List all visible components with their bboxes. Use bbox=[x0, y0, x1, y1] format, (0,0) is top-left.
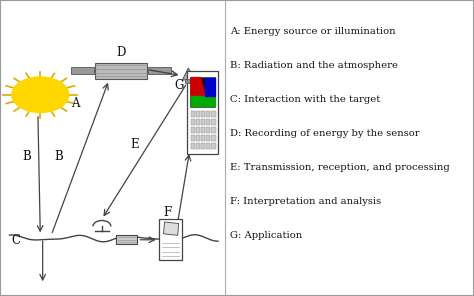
Bar bbox=[191, 127, 195, 133]
Polygon shape bbox=[191, 96, 215, 106]
Bar bbox=[191, 111, 195, 117]
Bar bbox=[201, 119, 205, 125]
Text: G: G bbox=[174, 79, 183, 92]
Bar bbox=[71, 67, 94, 74]
Bar bbox=[196, 111, 200, 117]
Bar bbox=[191, 119, 195, 125]
Text: B: Radiation and the atmosphere: B: Radiation and the atmosphere bbox=[230, 61, 398, 70]
Bar bbox=[211, 143, 216, 149]
Bar bbox=[206, 135, 210, 141]
Bar bbox=[0, 0, 225, 296]
Circle shape bbox=[12, 77, 69, 112]
Text: B: B bbox=[55, 150, 63, 163]
Bar bbox=[206, 119, 210, 125]
Bar bbox=[159, 219, 182, 260]
Bar bbox=[211, 119, 216, 125]
Bar bbox=[225, 0, 474, 296]
Text: C: C bbox=[12, 234, 21, 247]
Text: A: A bbox=[71, 96, 80, 110]
Bar bbox=[201, 111, 205, 117]
Bar bbox=[206, 111, 210, 117]
Text: E: Transmission, reception, and processing: E: Transmission, reception, and processi… bbox=[230, 163, 450, 172]
Text: E: E bbox=[130, 138, 139, 151]
Text: D: Recording of energy by the sensor: D: Recording of energy by the sensor bbox=[230, 129, 419, 138]
Text: C: Interaction with the target: C: Interaction with the target bbox=[230, 95, 380, 104]
Text: F: F bbox=[164, 206, 172, 219]
Polygon shape bbox=[205, 78, 215, 96]
Bar bbox=[148, 67, 171, 74]
Text: B: B bbox=[23, 150, 31, 163]
Bar bbox=[191, 135, 195, 141]
Polygon shape bbox=[164, 222, 179, 235]
Bar bbox=[196, 135, 200, 141]
Bar bbox=[190, 77, 215, 107]
Polygon shape bbox=[182, 68, 196, 80]
Bar bbox=[201, 143, 205, 149]
Bar bbox=[196, 119, 200, 125]
Bar bbox=[187, 71, 218, 154]
Bar bbox=[196, 143, 200, 149]
Polygon shape bbox=[191, 78, 205, 96]
Bar bbox=[211, 111, 216, 117]
Bar bbox=[201, 127, 205, 133]
Bar bbox=[201, 135, 205, 141]
Bar bbox=[206, 127, 210, 133]
Bar bbox=[196, 127, 200, 133]
Bar bbox=[211, 135, 216, 141]
Text: D: D bbox=[116, 46, 126, 59]
Bar bbox=[191, 143, 195, 149]
Bar bbox=[211, 127, 216, 133]
Text: G: Application: G: Application bbox=[230, 231, 302, 240]
Bar bbox=[116, 235, 137, 244]
Bar bbox=[95, 63, 147, 79]
Bar bbox=[185, 79, 193, 83]
Text: F: Interpretation and analysis: F: Interpretation and analysis bbox=[230, 197, 381, 206]
Text: A: Energy source or illumination: A: Energy source or illumination bbox=[230, 27, 395, 36]
Bar bbox=[206, 143, 210, 149]
